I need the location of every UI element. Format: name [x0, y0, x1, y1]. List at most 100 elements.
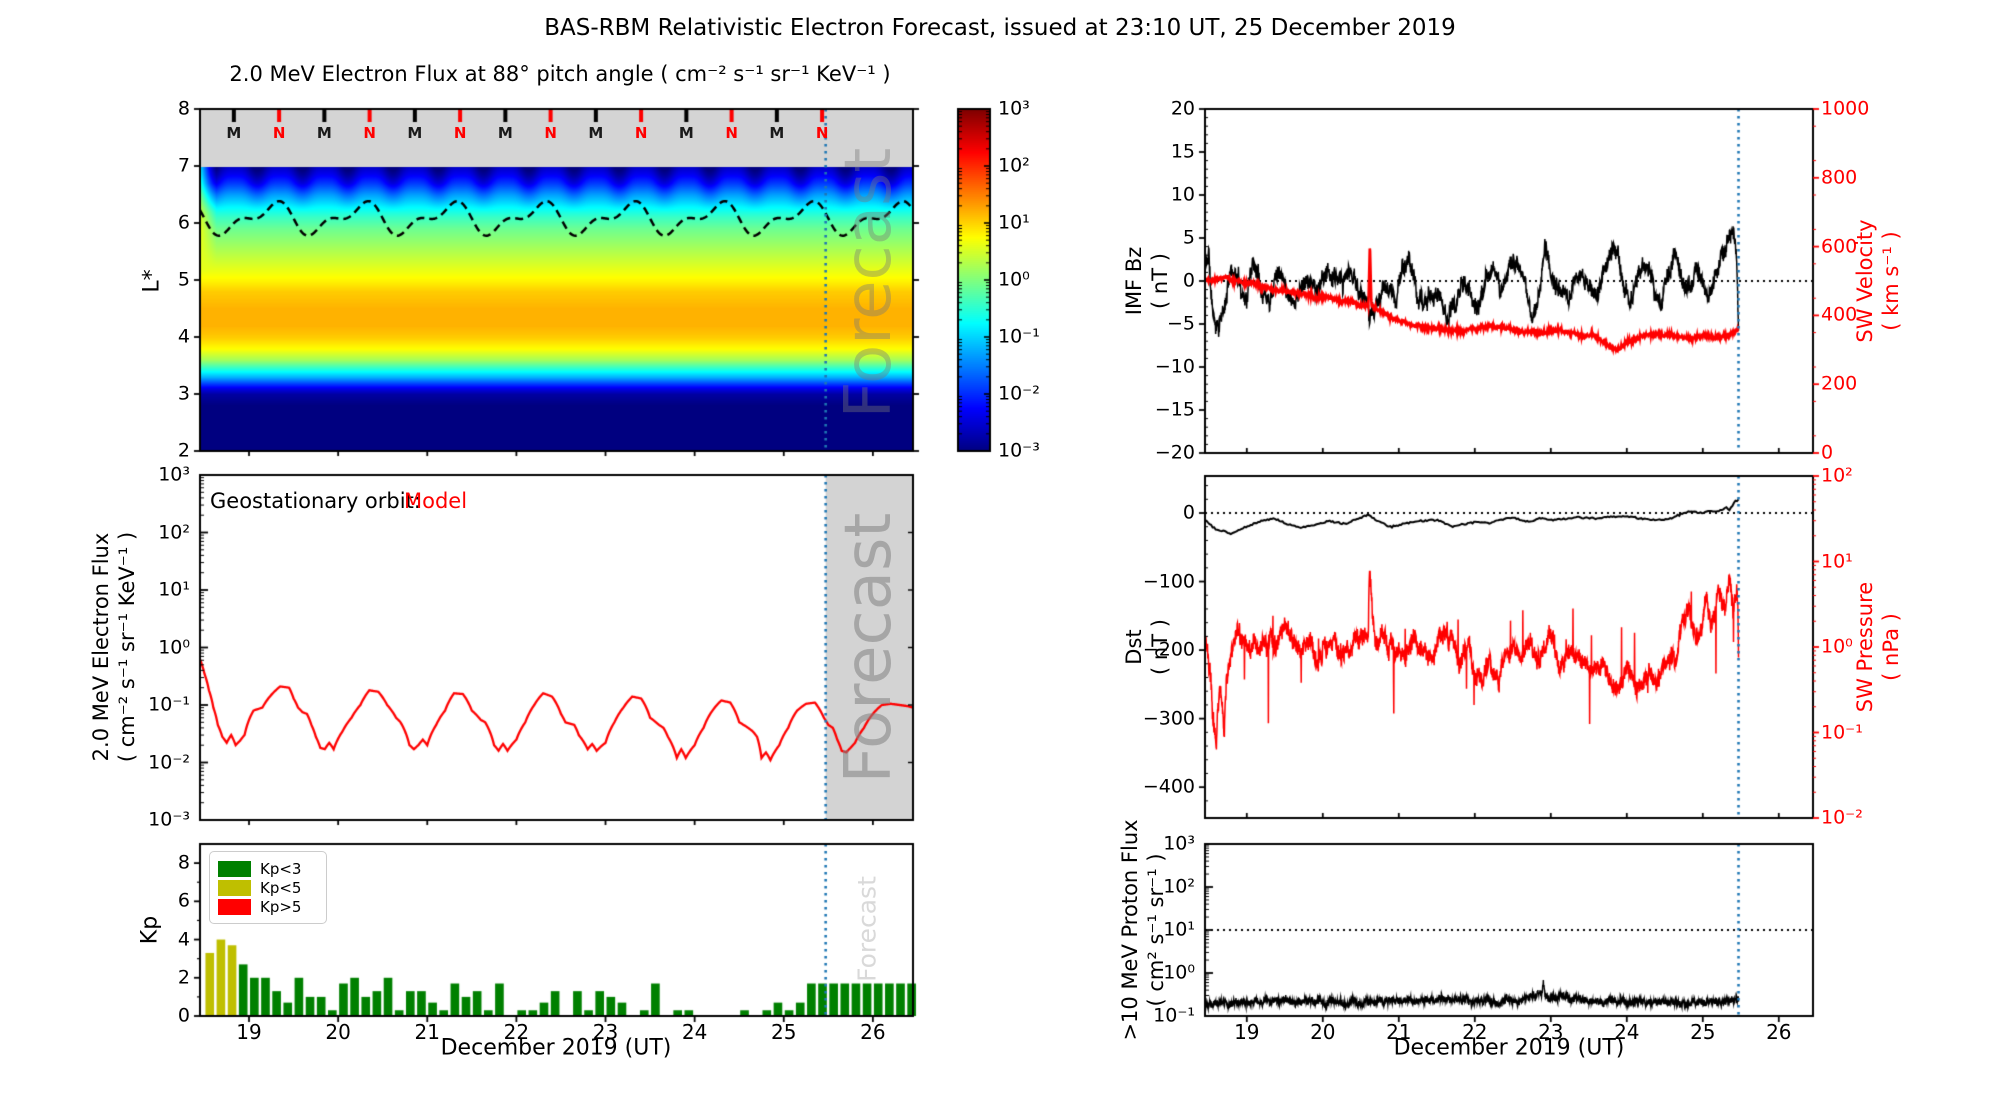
- xtick-left-col: 22: [503, 1020, 530, 1044]
- mn-band-label: M: [407, 124, 423, 142]
- kp-ytick: 8: [177, 851, 190, 874]
- colorbar-tick: 10⁻²: [998, 382, 1040, 405]
- heatmap-ytick: 7: [177, 154, 190, 177]
- flux-ytick: 10³: [158, 463, 190, 486]
- colorbar-tick: 10²: [998, 154, 1030, 177]
- dst-ytick: −200: [1142, 638, 1195, 661]
- velocity-ytick: 400: [1821, 303, 1858, 326]
- forecast-watermark-flux: Forecast: [832, 512, 906, 784]
- model-label: Model: [404, 489, 468, 513]
- mn-band-label: N: [634, 124, 648, 142]
- heatmap-title: 2.0 MeV Electron Flux at 88° pitch angle…: [229, 62, 891, 86]
- colorbar-tick: 10⁰: [998, 268, 1030, 291]
- forecast-watermark-kp: Forecast: [852, 876, 882, 982]
- flux-ytick: 10⁻¹: [148, 693, 190, 716]
- proton-ytick: 10¹: [1163, 918, 1195, 941]
- dst-ytick: 0: [1182, 501, 1195, 524]
- velocity-ytick: 200: [1821, 372, 1858, 395]
- flux-ytick: 10⁻³: [148, 808, 190, 831]
- xtick-left-col: 23: [592, 1020, 619, 1044]
- kp-legend-item: Kp<5: [218, 880, 318, 896]
- bz-ylabel-line2: ( nT ): [1148, 253, 1172, 309]
- pressure-ytick: 10⁰: [1821, 635, 1853, 658]
- pressure-ytick: 10⁻¹: [1821, 721, 1863, 743]
- bz-ytick: 0: [1182, 269, 1195, 292]
- bz-ytick: 10: [1170, 183, 1195, 206]
- page-title: BAS-RBM Relativistic Electron Forecast, …: [544, 15, 1456, 41]
- mn-band-label: M: [678, 124, 694, 142]
- xtick-right-col: 25: [1690, 1020, 1716, 1044]
- xtick-left-col: 21: [414, 1020, 440, 1044]
- velocity-ylabel: SW Velocity ( km s⁻¹ ): [1852, 219, 1905, 342]
- bz-ytick: 20: [1170, 97, 1195, 120]
- flux-ytick: 10²: [158, 521, 190, 543]
- kp-legend-swatch: [218, 861, 251, 877]
- kp-ytick: 6: [177, 889, 190, 912]
- bz-ytick: −5: [1166, 312, 1195, 335]
- heatmap-ytick: 8: [177, 97, 190, 120]
- bz-ytick: −10: [1154, 355, 1195, 378]
- mn-band-label: M: [226, 124, 242, 142]
- mn-band-label: N: [272, 124, 286, 142]
- flux-ytick: 10⁻²: [148, 751, 190, 773]
- mn-band-label: N: [453, 124, 467, 142]
- pressure-ytick: 10⁻²: [1821, 806, 1863, 829]
- bz-ytick: −20: [1154, 441, 1195, 464]
- kp-legend-swatch: [218, 880, 251, 896]
- colorbar-tick: 10³: [998, 97, 1030, 120]
- pressure-ytick: 10¹: [1821, 550, 1853, 572]
- xtick-right-col: 23: [1538, 1020, 1564, 1044]
- proton-ytick: 10⁰: [1163, 961, 1195, 984]
- xtick-left-col: 26: [860, 1020, 886, 1044]
- flux-ylabel-line2: ( cm⁻² s⁻¹ sr⁻¹ KeV⁻¹ ): [115, 531, 139, 763]
- kp-legend-item: Kp<3: [218, 861, 318, 877]
- proton-ylabel-line1: >10 MeV Proton Flux: [1117, 819, 1142, 1041]
- mn-band-label: M: [497, 124, 513, 142]
- dst-ytick: −100: [1142, 570, 1195, 593]
- flux-ytick: 10¹: [158, 578, 190, 601]
- mn-band-label: N: [544, 124, 557, 142]
- xlabel-left: December 2019 (UT): [440, 1035, 672, 1061]
- kp-ytick: 2: [177, 966, 190, 989]
- proton-ytick: 10³: [1163, 832, 1195, 855]
- xtick-left-col: 24: [681, 1020, 708, 1044]
- colorbar-tick: 10⁻¹: [998, 325, 1040, 348]
- xtick-right-col: 20: [1310, 1020, 1336, 1044]
- geostationary-orbit-label: Geostationary orbit:: [210, 489, 421, 513]
- kp-legend-item: Kp>5: [218, 899, 318, 915]
- velocity-ytick: 0: [1821, 441, 1834, 464]
- bz-ytick: 5: [1182, 226, 1195, 249]
- flux-ylabel: 2.0 MeV Electron Flux ( cm⁻² s⁻¹ sr⁻¹ Ke…: [88, 532, 141, 762]
- pressure-ylabel: SW Pressure ( nPa ): [1852, 582, 1905, 712]
- proton-ytick: 10²: [1163, 875, 1195, 898]
- xtick-left-col: 25: [771, 1020, 797, 1044]
- colorbar-tick: 10¹: [998, 211, 1030, 234]
- pressure-ytick: 10²: [1821, 464, 1853, 487]
- kp-legend-label: Kp<5: [260, 878, 302, 897]
- bz-ytick: −15: [1154, 398, 1195, 421]
- kp-legend: Kp<3 Kp<5 Kp>5: [209, 851, 327, 924]
- xtick-right-col: 21: [1386, 1020, 1412, 1044]
- velocity-ytick: 800: [1821, 166, 1858, 189]
- mn-band-label: N: [725, 124, 738, 142]
- mn-band-label: M: [316, 124, 332, 142]
- mn-band-label: M: [769, 124, 785, 142]
- kp-ytick: 0: [177, 1004, 190, 1027]
- mn-band-label: N: [363, 124, 376, 142]
- heatmap-ytick: 6: [177, 211, 190, 234]
- xtick-right-col: 26: [1766, 1020, 1792, 1044]
- proton-ytick: 10⁻¹: [1153, 1004, 1195, 1027]
- xtick-left-col: 19: [236, 1020, 262, 1044]
- mn-band-label: M: [588, 124, 604, 142]
- heatmap-ytick: 3: [177, 382, 190, 405]
- velocity-ylabel-line2: ( km s⁻¹ ): [1879, 231, 1903, 331]
- xlabel-right: December 2019 (UT): [1393, 1035, 1625, 1061]
- xtick-right-col: 22: [1462, 1020, 1488, 1044]
- bz-ylabel-line1: IMF Bz: [1121, 246, 1146, 316]
- xtick-right-col: 24: [1614, 1020, 1640, 1044]
- dst-ytick: −400: [1142, 775, 1195, 798]
- heatmap-ytick: 4: [177, 325, 190, 348]
- kp-legend-label: Kp<3: [260, 859, 302, 878]
- kp-ytick: 4: [177, 928, 190, 951]
